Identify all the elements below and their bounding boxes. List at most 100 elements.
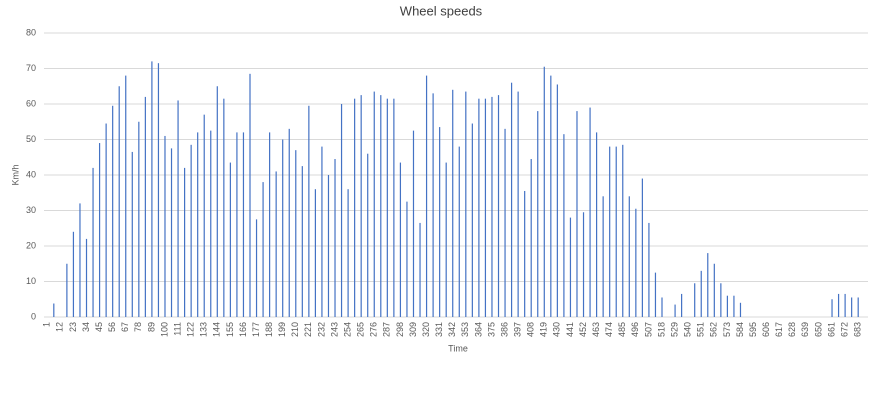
bar [543, 66, 545, 317]
bar [282, 139, 284, 317]
bar [654, 272, 657, 317]
bar [556, 84, 558, 317]
bar [739, 302, 742, 317]
bar [177, 100, 179, 317]
bar [367, 153, 369, 317]
x-tick-label: 89 [146, 322, 156, 332]
bar [255, 219, 258, 317]
bar [399, 162, 402, 317]
x-tick-label: 111 [172, 322, 182, 336]
bar [471, 123, 473, 318]
bar [537, 111, 539, 317]
bar [694, 283, 696, 317]
y-tick-label: 20 [26, 240, 36, 250]
bar [452, 89, 454, 317]
bar [72, 231, 75, 317]
x-tick-label: 419 [539, 322, 549, 337]
bar [641, 178, 643, 317]
y-tick-label: 70 [26, 63, 36, 73]
bar [386, 98, 388, 317]
bar [210, 130, 212, 317]
bar [360, 95, 362, 317]
bar [380, 95, 382, 317]
bar [831, 299, 833, 317]
bar [164, 135, 166, 317]
bar [589, 107, 591, 317]
bar [445, 162, 447, 317]
x-tick-label: 661 [826, 322, 836, 337]
bar [79, 203, 81, 317]
x-axis-label: Time [448, 343, 468, 353]
bar [491, 96, 493, 318]
bar [92, 167, 94, 317]
bar [569, 217, 572, 317]
x-tick-label: 529 [669, 322, 679, 337]
bar [563, 134, 565, 317]
x-tick-label: 287 [382, 322, 392, 337]
y-tick-label: 10 [26, 276, 36, 286]
x-tick-label: 375 [486, 322, 496, 337]
bar [432, 93, 434, 317]
x-tick-label: 430 [552, 322, 562, 337]
bar [661, 297, 663, 317]
bar [530, 159, 532, 317]
x-tick-label: 463 [591, 322, 601, 337]
bar [700, 270, 702, 317]
bar [596, 132, 598, 317]
x-tick-label: 551 [696, 322, 706, 337]
bar [157, 63, 160, 317]
y-tick-label: 60 [26, 98, 36, 108]
bar [138, 121, 140, 317]
bar [151, 61, 153, 318]
bar [622, 144, 624, 317]
bar [197, 132, 199, 317]
bar [635, 208, 637, 317]
x-tick-label: 364 [473, 322, 483, 337]
bar [223, 98, 225, 317]
bar [602, 196, 604, 317]
bar [439, 127, 441, 317]
x-tick-label: 56 [107, 322, 117, 332]
x-tick-label: 496 [630, 322, 640, 337]
bar [609, 146, 611, 317]
bar [275, 171, 277, 317]
bar [229, 162, 231, 317]
bar [190, 144, 192, 317]
bar [851, 297, 853, 317]
x-tick-label: 254 [342, 322, 352, 337]
x-tick-label: 177 [251, 322, 261, 337]
bar [295, 150, 297, 317]
bar [216, 86, 218, 317]
bar [288, 128, 290, 317]
y-tick-label: 0 [31, 311, 36, 321]
bar [615, 146, 617, 317]
bar [713, 263, 715, 317]
x-tick-label: 265 [356, 322, 366, 337]
x-tick-label: 408 [526, 322, 536, 337]
y-tick-label: 30 [26, 205, 36, 215]
bar [85, 238, 88, 317]
y-axis-label: Km/h [10, 164, 20, 185]
x-tick-label: 474 [604, 322, 614, 337]
x-tick-label: 386 [499, 322, 509, 337]
bar [170, 148, 173, 317]
bar [334, 159, 336, 317]
x-tick-label: 452 [578, 322, 588, 337]
bar [125, 75, 127, 317]
bar [236, 132, 238, 317]
x-tick-label: 397 [513, 322, 523, 337]
bar [327, 175, 330, 317]
chart-title: Wheel speeds [400, 3, 483, 18]
bar [269, 132, 271, 317]
bar [301, 166, 303, 317]
bar [517, 91, 519, 317]
bar [203, 114, 205, 318]
x-tick-label: 309 [408, 322, 418, 337]
x-tick-label: 540 [683, 322, 693, 337]
x-tick-label: 276 [369, 322, 379, 337]
bar [354, 98, 356, 317]
x-tick-label: 243 [329, 322, 339, 337]
x-tick-label: 166 [238, 322, 248, 337]
bar [105, 123, 107, 318]
